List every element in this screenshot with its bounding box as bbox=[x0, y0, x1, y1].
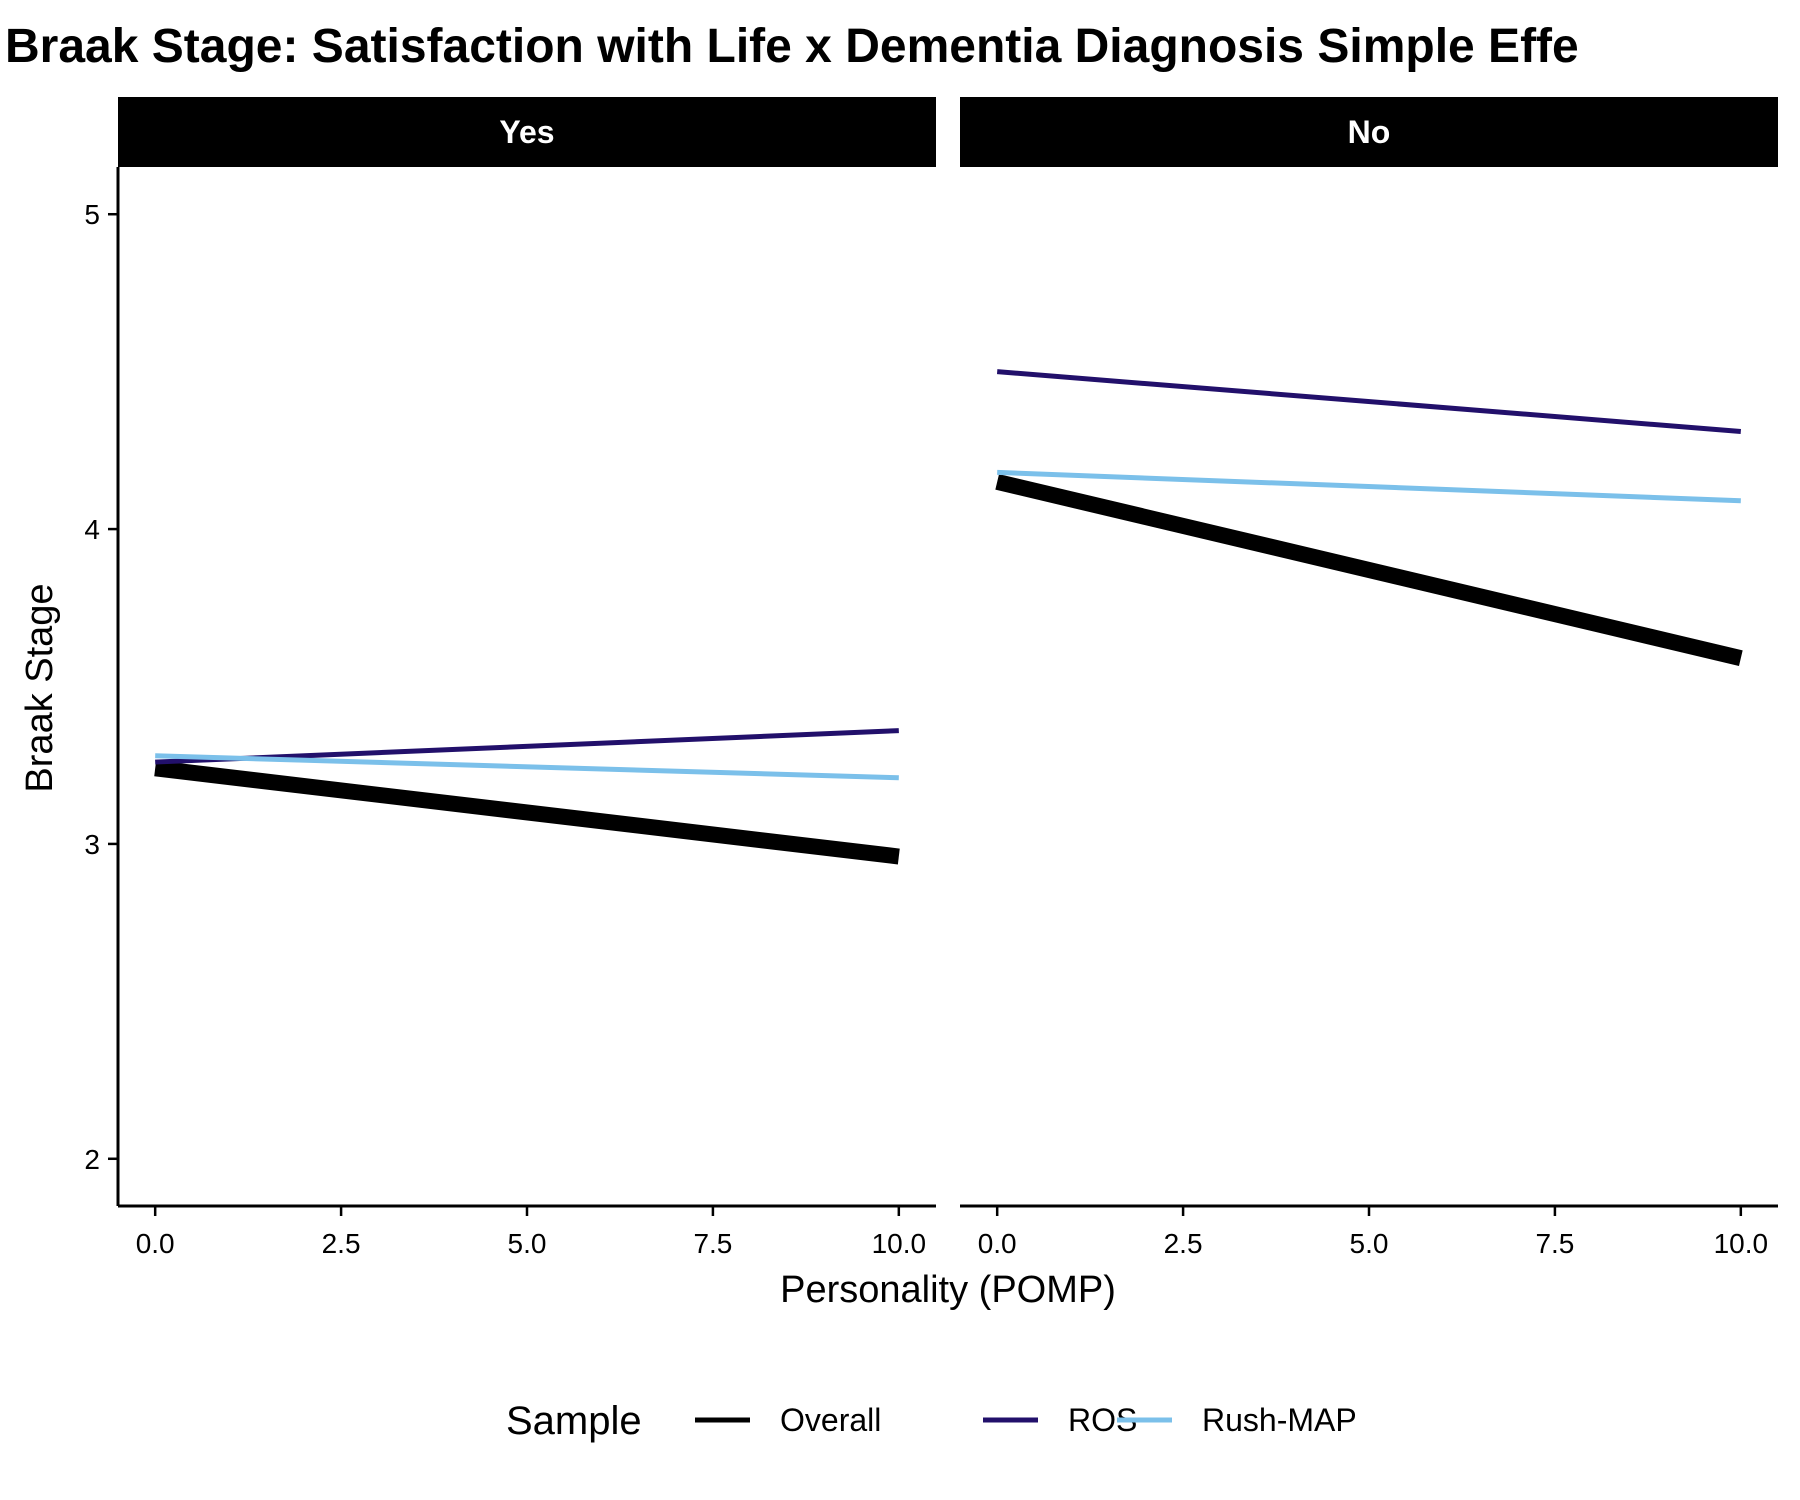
x-tick-label: 7.5 bbox=[693, 1228, 732, 1259]
legend: Sample Overall ROS Rush-MAP bbox=[506, 1399, 1357, 1443]
panels: Yes 0.0 2.5 5.0 7.5 10.0 2 3 4 5 No 0.0 2.5 5.0 7.5 10.… bbox=[84, 97, 1778, 1259]
y-tick-label: 5 bbox=[84, 199, 100, 230]
y-tick-label: 4 bbox=[84, 514, 100, 545]
panel-yes: Yes 0.0 2.5 5.0 7.5 10.0 2 3 4 5 bbox=[84, 97, 936, 1259]
facet-label-yes: Yes bbox=[499, 114, 554, 150]
series-line-ros-no bbox=[996, 369, 1742, 434]
legend-label-overall: Overall bbox=[780, 1402, 881, 1438]
panel-no: No 0.0 2.5 5.0 7.5 10.0 bbox=[960, 97, 1778, 1259]
facet-label-no: No bbox=[1348, 114, 1391, 150]
series-line-overall-yes bbox=[154, 760, 900, 865]
series-line-rush-map-yes bbox=[155, 753, 899, 781]
legend-title: Sample bbox=[506, 1399, 642, 1443]
series-line-overall-no bbox=[995, 474, 1743, 666]
x-tick-label: 0.0 bbox=[136, 1228, 175, 1259]
x-tick-label: 2.5 bbox=[322, 1228, 361, 1259]
facet-strip-yes bbox=[118, 97, 936, 167]
series-line-ros-yes bbox=[155, 728, 899, 765]
y-axis-title: Braak Stage bbox=[19, 583, 61, 792]
x-tick-label: 0.0 bbox=[978, 1228, 1017, 1259]
x-tick-label: 5.0 bbox=[1350, 1228, 1389, 1259]
legend-label-rush-map: Rush-MAP bbox=[1202, 1402, 1357, 1438]
y-tick-label: 3 bbox=[84, 829, 100, 860]
x-tick-label: 10.0 bbox=[1714, 1228, 1769, 1259]
x-tick-label: 7.5 bbox=[1535, 1228, 1574, 1259]
y-tick-label: 2 bbox=[84, 1144, 100, 1175]
series-line-rush-map-no bbox=[997, 469, 1741, 504]
x-tick-label: 10.0 bbox=[872, 1228, 927, 1259]
facet-strip-no bbox=[960, 97, 1778, 167]
x-tick-label: 5.0 bbox=[508, 1228, 547, 1259]
x-axis-title: Personality (POMP) bbox=[780, 1269, 1116, 1311]
x-tick-label: 2.5 bbox=[1164, 1228, 1203, 1259]
chart-title: Braak Stage: Satisfaction with Life x De… bbox=[5, 20, 1579, 73]
